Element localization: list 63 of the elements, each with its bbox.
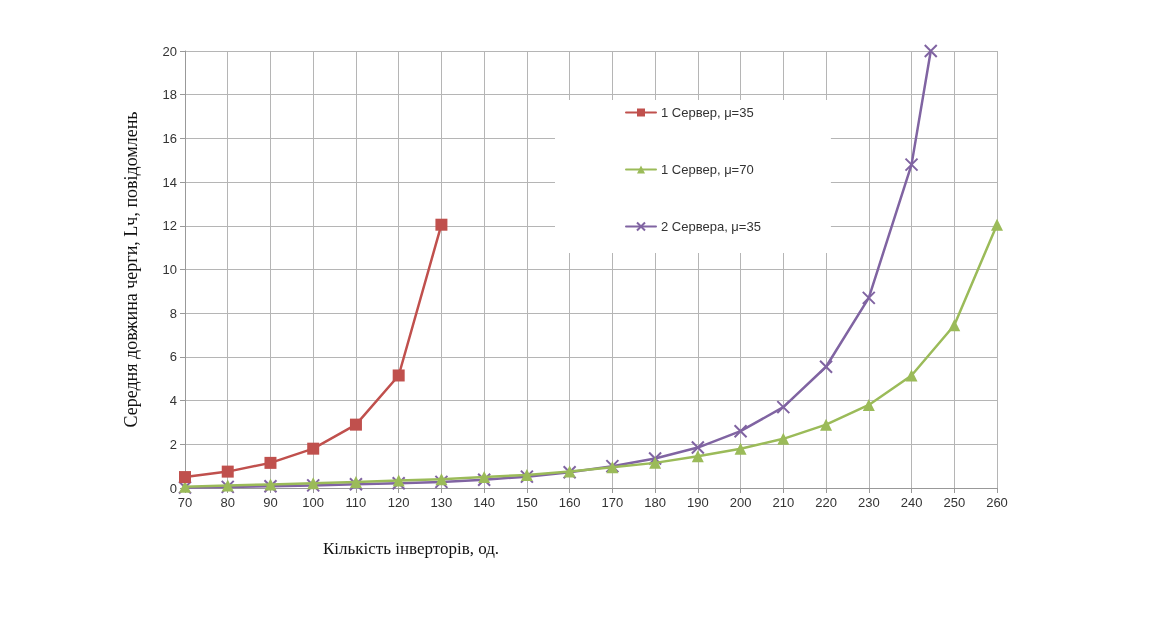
point [733, 424, 748, 439]
y-tick-label: 6 [169, 349, 177, 365]
y-tick-label: 4 [169, 393, 177, 409]
x-tick-label: 250 [943, 495, 966, 510]
point [734, 442, 747, 455]
point [264, 456, 277, 469]
point [991, 218, 1003, 231]
x-tick-label: 140 [473, 495, 496, 510]
x-tick-label: 170 [601, 495, 624, 510]
x-tick-label: 110 [345, 495, 367, 510]
y-tick-label: 2 [169, 436, 177, 452]
y-tick-label: 0 [169, 480, 177, 496]
point [307, 442, 320, 455]
point [862, 398, 875, 411]
y-tick-label: 10 [162, 262, 177, 277]
x-axis-title: Кількість інверторів, од. [322, 539, 500, 558]
point [776, 400, 791, 415]
x-tick-label: 200 [729, 495, 752, 510]
point [221, 465, 234, 478]
y-tick-label: 12 [162, 218, 177, 234]
point [392, 474, 405, 487]
x-tick-label: 100 [302, 495, 325, 510]
point [948, 319, 961, 332]
x-tick-label: 130 [430, 495, 453, 510]
point [392, 369, 405, 382]
point [649, 456, 662, 469]
x-tick-label: 240 [900, 495, 923, 510]
x-tick-label: 220 [815, 495, 837, 510]
point [904, 157, 919, 172]
legend-label: 1 Сервер, μ=70 [661, 162, 754, 177]
y-axis-title: Середня довжина черги, Lч, повідомлень [121, 111, 141, 428]
y-tick-label: 20 [162, 43, 177, 59]
x-tick-label: 190 [686, 495, 709, 510]
legend-label: 2 Сервера, μ=35 [661, 219, 761, 234]
point [861, 290, 876, 305]
y-tick-label: 18 [162, 87, 177, 103]
point [690, 440, 705, 455]
point [349, 418, 362, 431]
point [777, 432, 790, 445]
y-tick-label: 14 [162, 174, 177, 190]
point [691, 450, 704, 463]
x-tick-label: 150 [516, 495, 538, 510]
x-tick-label: 80 [220, 495, 235, 510]
x-tick-label: 160 [558, 495, 581, 510]
x-tick-label: 260 [986, 495, 1008, 510]
y-tick-label: 8 [169, 305, 177, 321]
x-tick-label: 180 [644, 495, 666, 510]
point [820, 418, 833, 431]
point [391, 476, 406, 491]
x-tick-label: 230 [857, 495, 880, 510]
point [923, 44, 938, 58]
legend-label: 1 Сервер, μ=35 [661, 105, 754, 120]
point [905, 369, 918, 382]
y-tick-label: 16 [162, 130, 177, 146]
point [648, 451, 663, 466]
point [349, 475, 362, 488]
x-tick-label: 90 [263, 495, 278, 510]
x-tick-label: 120 [387, 495, 410, 510]
point [435, 218, 448, 231]
point [819, 359, 834, 374]
point [179, 471, 191, 484]
x-tick-label: 210 [772, 495, 795, 510]
x-tick-label: 70 [177, 495, 193, 510]
